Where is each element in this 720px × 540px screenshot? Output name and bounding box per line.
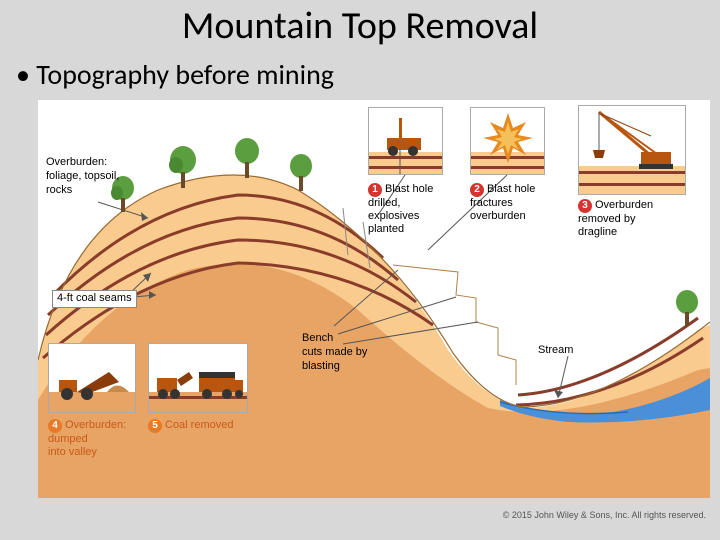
inset-blast	[470, 107, 545, 175]
inset-coaltruck	[148, 343, 248, 413]
step-num-3: 3	[578, 199, 592, 213]
label-bench: Bench cuts made by blasting	[302, 332, 367, 373]
tree-icon	[233, 138, 261, 180]
step4-label: 4Overburden: dumped into valley	[48, 419, 143, 459]
inset-drill	[368, 107, 443, 175]
bullet-text: • Topography before mining	[0, 49, 720, 92]
step2-label: 2Blast hole fractures overburden	[470, 183, 555, 223]
step-num-5: 5	[148, 419, 162, 433]
step1-label: 1Blast hole drilled, explosives planted	[368, 183, 453, 237]
label-overburden: Overburden: foliage, topsoil, rocks	[46, 156, 119, 197]
page-title: Mountain Top Removal	[0, 0, 720, 49]
tree-icon	[168, 146, 198, 190]
step-num-4: 4	[48, 419, 62, 433]
step-num-2: 2	[470, 183, 484, 197]
step3-label: 3Overburden removed by dragline	[578, 199, 673, 239]
inset-dumptruck	[48, 343, 136, 413]
inset-dragline	[578, 105, 686, 195]
tree-icon	[674, 290, 700, 328]
label-coalseams: 4-ft coal seams	[52, 290, 137, 308]
tree-icon	[288, 154, 314, 194]
step5-label: 5Coal removed	[148, 419, 258, 433]
step-num-1: 1	[368, 183, 382, 197]
label-stream: Stream	[538, 344, 573, 358]
copyright-text: © 2015 John Wiley & Sons, Inc. All right…	[503, 510, 706, 520]
mining-diagram: Overburden: foliage, topsoil, rocks 4-ft…	[38, 100, 710, 498]
